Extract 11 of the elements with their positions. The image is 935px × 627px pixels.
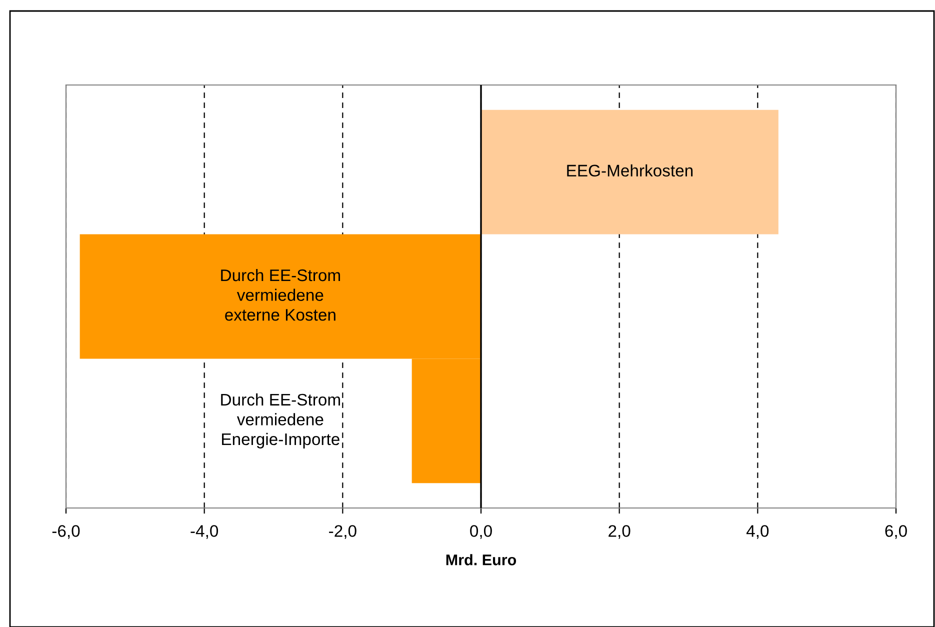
x-tick-label: -2,0 <box>329 525 356 539</box>
x-tick-label: 6,0 <box>885 525 907 539</box>
y-tick-label: EEG-Mehrkosten <box>567 164 693 177</box>
y-tick-label: Durch EE-Strom vermiedene Energie-Importe <box>221 393 340 448</box>
x-axis-title: Mrd. Euro <box>446 554 516 566</box>
x-tick-label: 2,0 <box>608 525 630 539</box>
y-tick-label: Durch EE-Strom vermiedene externe Kosten <box>221 268 340 321</box>
x-tick-label: 0,0 <box>470 525 492 539</box>
x-tick-label: -4,0 <box>190 525 218 539</box>
x-tick-label: -6,0 <box>52 525 80 539</box>
x-tick-label: 4,0 <box>746 525 769 539</box>
